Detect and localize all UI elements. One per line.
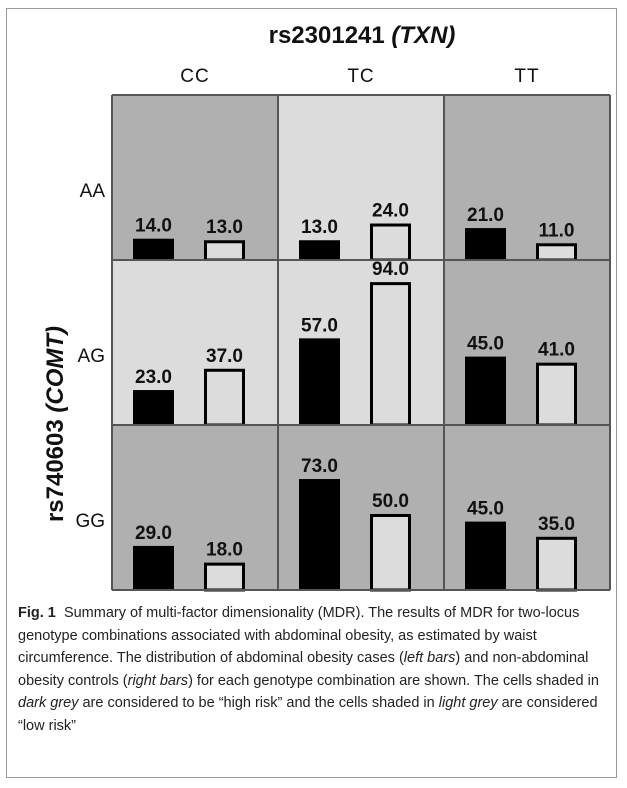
bar-cases-ag-tt: [465, 356, 506, 425]
figure-frame: [6, 8, 617, 778]
caption-emphasis: light grey: [438, 695, 498, 712]
value-label-cases-ag-cc: 23.0: [135, 367, 172, 388]
bar-cases-ag-cc: [133, 390, 174, 425]
cell-aa-cc: [112, 95, 278, 260]
value-label-controls-ag-cc: 37.0: [206, 346, 243, 367]
cell-aa-tc: [278, 95, 444, 260]
value-label-cases-gg-cc: 29.0: [135, 523, 172, 544]
bar-cases-aa-tc: [299, 240, 340, 260]
caption-text: Summary of multi-factor dimensionality (…: [18, 605, 580, 667]
bar-cases-aa-cc: [133, 238, 174, 260]
chart-title: rs2301241 (TXN): [112, 22, 612, 50]
caption-text: ) and non-abdominal obesity controls (: [18, 650, 589, 689]
bar-cases-gg-tc: [299, 479, 340, 590]
column-label-cc: CC: [180, 66, 210, 87]
bar-controls-gg-tt: [536, 536, 577, 592]
bar-controls-ag-cc: [204, 368, 245, 427]
bar-cases-aa-tt: [465, 228, 506, 260]
title-snp: rs2301241: [268, 22, 385, 49]
value-label-cases-aa-tc: 13.0: [301, 217, 338, 238]
bar-cases-gg-cc: [133, 545, 174, 590]
caption-text: are considered “low risk”: [18, 695, 598, 734]
mdr-grid-chart: 14.0 13.0 13.0 24.0 21.0 11.0 23.0 37.0 57.0 94.0…: [111, 94, 611, 592]
value-label-cases-aa-tt: 21.0: [467, 205, 504, 226]
caption-emphasis: dark grey: [18, 695, 79, 712]
row-label-gg: GG: [75, 511, 105, 532]
caption-emphasis: right bars: [127, 672, 189, 689]
bar-controls-ag-tc: [370, 282, 411, 427]
column-label-tc: TC: [347, 66, 375, 87]
value-label-controls-gg-tc: 50.0: [372, 491, 409, 512]
bar-controls-gg-cc: [204, 562, 245, 592]
value-label-controls-gg-tt: 35.0: [538, 514, 575, 535]
value-label-cases-aa-cc: 14.0: [135, 216, 172, 237]
bar-controls-aa-tc: [370, 223, 411, 262]
value-label-cases-gg-tc: 73.0: [301, 456, 338, 477]
caption-body: Summary of multi-factor dimensionality (…: [18, 605, 599, 734]
bar-controls-aa-cc: [204, 240, 245, 262]
caption-text: are considered to be “high risk” and the…: [78, 695, 439, 712]
value-label-controls-ag-tt: 41.0: [538, 340, 575, 361]
value-label-cases-ag-tc: 57.0: [301, 315, 338, 336]
title-gene: (TXN): [391, 22, 456, 49]
bar-controls-gg-tc: [370, 514, 411, 592]
row-label-ag: AG: [77, 346, 105, 367]
column-label-tt: TT: [514, 66, 540, 87]
bar-cases-gg-tt: [465, 521, 506, 590]
figure-number: Fig. 1: [18, 605, 56, 621]
value-label-controls-aa-tt: 11.0: [539, 220, 575, 241]
bar-controls-aa-tt: [536, 243, 577, 262]
value-label-cases-ag-tt: 45.0: [467, 334, 504, 355]
figure-caption: Fig. 1 Summary of multi-factor dimension…: [18, 602, 614, 738]
caption-text: ) for each genotype combination are show…: [188, 672, 599, 689]
value-label-controls-ag-tc: 94.0: [372, 259, 409, 280]
value-label-cases-gg-tt: 45.0: [467, 499, 504, 520]
value-label-controls-aa-cc: 13.0: [206, 217, 243, 238]
row-label-aa: AA: [79, 181, 105, 202]
value-label-controls-aa-tc: 24.0: [372, 201, 409, 222]
bar-cases-ag-tc: [299, 338, 340, 425]
value-label-controls-gg-cc: 18.0: [206, 540, 243, 561]
bar-controls-ag-tt: [536, 362, 577, 427]
caption-emphasis: left bars: [403, 650, 456, 667]
